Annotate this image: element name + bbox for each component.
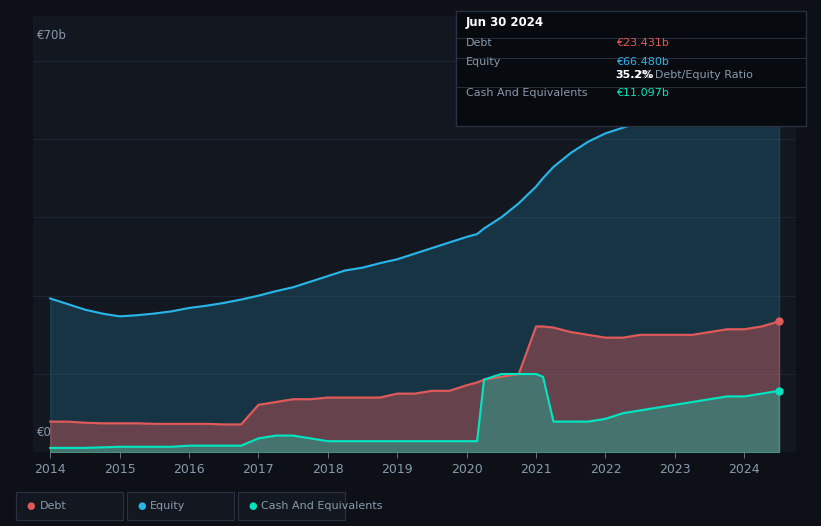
Text: Cash And Equivalents: Cash And Equivalents [261,501,383,511]
Text: Debt: Debt [39,501,67,511]
Text: Debt: Debt [466,38,493,48]
Text: ●: ● [137,501,145,511]
Text: €66.480b: €66.480b [616,57,668,67]
Text: 35.2%: 35.2% [616,70,654,80]
Text: 35.2% Debt/Equity Ratio: 35.2% Debt/Equity Ratio [616,70,753,80]
Text: Jun 30 2024: Jun 30 2024 [466,16,544,29]
Text: €11.097b: €11.097b [616,88,668,98]
Text: Cash And Equivalents: Cash And Equivalents [466,88,587,98]
Text: Equity: Equity [150,501,186,511]
Text: €70b: €70b [37,29,67,42]
Text: ●: ● [248,501,256,511]
Text: Equity: Equity [466,57,501,67]
Text: €23.431b: €23.431b [616,38,668,48]
Text: €0: €0 [37,426,52,439]
Text: ●: ● [26,501,34,511]
